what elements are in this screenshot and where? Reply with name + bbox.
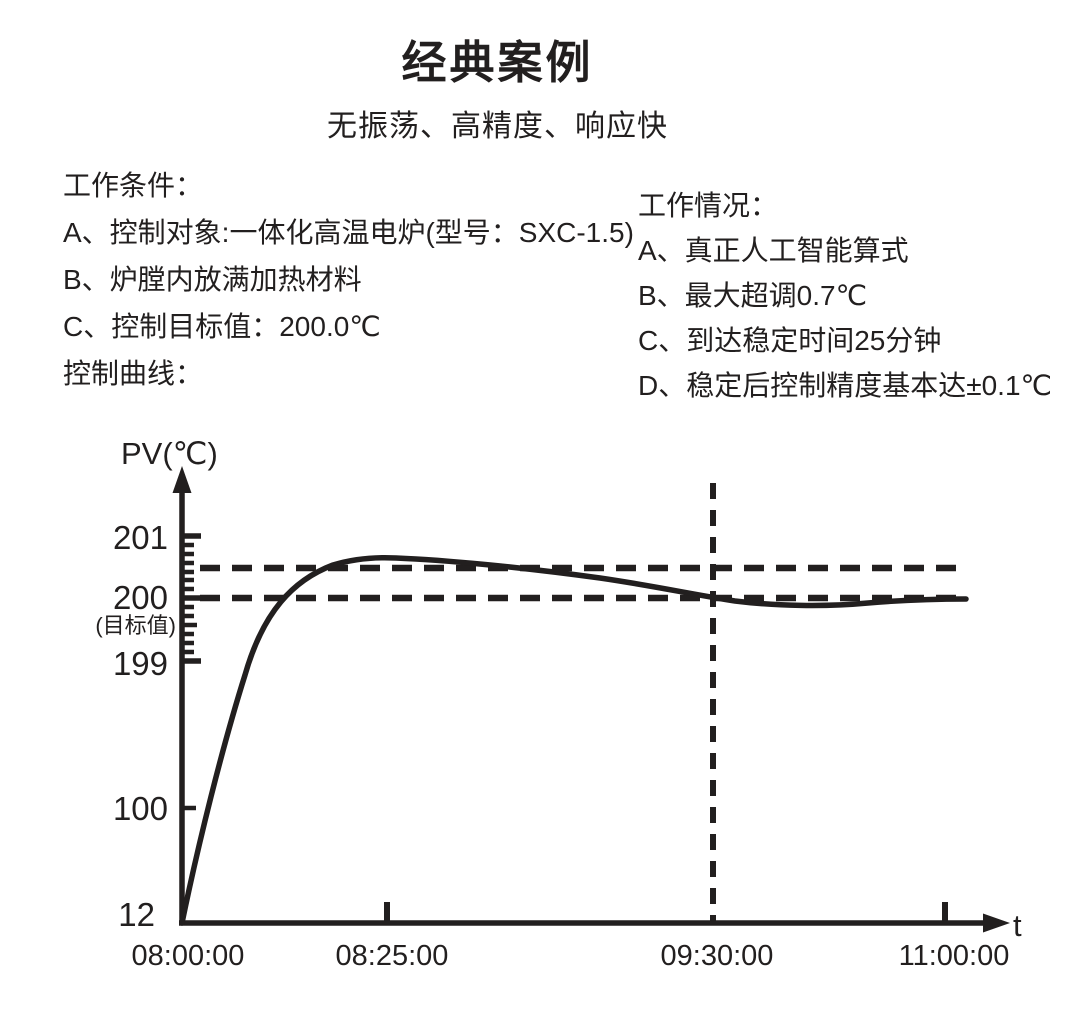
- work-conditions-item-b: B、炉膛内放满加热材料: [63, 263, 362, 295]
- pv-curve: [179, 554, 969, 926]
- y-tick-label-100: 100: [113, 790, 168, 827]
- work-conditions-item-c: C、控制目标值：200.0℃: [63, 310, 381, 342]
- x-tick-label-0825: 08:25:00: [336, 940, 449, 972]
- control-curve-label: 控制曲线：: [63, 357, 204, 389]
- page-title: 经典案例: [401, 37, 594, 88]
- x-axis-arrow-icon: [983, 913, 1010, 933]
- x-tick-label-0930: 09:30:00: [661, 940, 774, 972]
- y-tick-label-199: 199: [113, 645, 168, 682]
- work-status-heading: 工作情况：: [638, 189, 779, 221]
- y-axis-arrow-icon: [172, 466, 192, 493]
- work-status-item-c: C、到达稳定时间25分钟: [638, 324, 942, 356]
- work-conditions-item-a: A、控制对象:一体化高温电炉(型号：SXC-1.5): [63, 216, 634, 248]
- x-axis-ticks: [384, 902, 948, 923]
- work-status-item-b: B、最大超调0.7℃: [638, 279, 868, 311]
- y-tick-label-200: 200: [113, 579, 168, 616]
- work-conditions-heading: 工作条件：: [63, 169, 204, 201]
- work-conditions-panel: 工作条件： A、控制对象:一体化高温电炉(型号：SXC-1.5) B、炉膛内放满…: [63, 160, 634, 395]
- y-target-note: (目标值): [95, 613, 176, 638]
- y-tick-label-201: 201: [113, 519, 168, 556]
- y-tick-label-12: 12: [118, 896, 155, 933]
- y-axis-title: PV(℃): [121, 436, 218, 471]
- x-tick-label-0800: 08:00:00: [132, 940, 245, 972]
- work-status-item-a: A、真正人工智能算式: [638, 234, 909, 266]
- x-axis-title: t: [1013, 908, 1022, 943]
- x-tick-label-1100: 11:00:00: [899, 940, 1010, 972]
- page-subtitle: 无振荡、高精度、响应快: [327, 109, 668, 143]
- work-status-panel: 工作情况： A、真正人工智能算式 B、最大超调0.7℃ C、到达稳定时间25分钟…: [638, 181, 1052, 406]
- y-axis-minor-ticks: [182, 542, 197, 655]
- header: 经典案例 无振荡、高精度、响应快: [0, 38, 995, 145]
- work-status-item-d: D、稳定后控制精度基本达±0.1℃: [638, 369, 1052, 401]
- y-axis-major-ticks: [182, 533, 201, 664]
